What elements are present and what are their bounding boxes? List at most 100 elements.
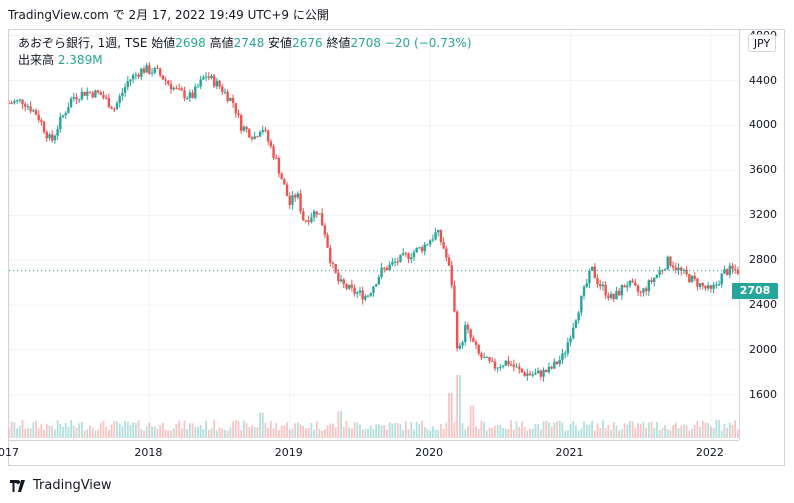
- volume-bar: [172, 428, 175, 438]
- candle-body: [312, 211, 316, 218]
- volume-bar: [356, 422, 359, 438]
- candle-body: [69, 98, 73, 108]
- candle-body: [91, 92, 94, 98]
- volume-bar: [434, 429, 437, 438]
- volume-bar: [45, 423, 48, 438]
- candle-body: [26, 106, 30, 108]
- volume-bar: [118, 423, 121, 438]
- volume-bar: [610, 429, 612, 438]
- candle-body: [650, 280, 653, 282]
- candle-body: [545, 369, 548, 373]
- volume-bar: [485, 430, 488, 438]
- volume-bar: [710, 426, 712, 438]
- volume-bar: [642, 422, 645, 438]
- candle-body: [234, 103, 237, 114]
- candle-body: [423, 244, 426, 252]
- volume-bar: [75, 427, 78, 438]
- candle-body: [455, 311, 459, 349]
- volume-bar: [178, 420, 180, 438]
- price-tick-label: 3600: [749, 163, 777, 177]
- candle-body: [53, 135, 57, 141]
- candle-body: [23, 104, 27, 107]
- price-tick-label: 1600: [749, 388, 777, 402]
- candle-body: [466, 324, 470, 330]
- volume-bar: [429, 430, 432, 438]
- time-tick-label: 2021: [555, 446, 584, 459]
- volume-bar: [494, 425, 496, 438]
- volume-bar: [388, 422, 391, 438]
- volume-bar: [221, 428, 224, 438]
- candle-body: [623, 285, 626, 288]
- volume-bar: [32, 422, 35, 438]
- candle-body: [720, 273, 723, 285]
- volume-bar: [156, 429, 159, 438]
- volume-bar: [199, 425, 202, 438]
- volume-bar: [391, 423, 394, 438]
- candle-body: [666, 256, 669, 270]
- volume-bar: [545, 420, 548, 438]
- candle-body: [458, 345, 462, 349]
- volume-bar: [699, 426, 702, 438]
- candle-body: [528, 373, 532, 375]
- candle-body: [515, 366, 518, 368]
- candle-body: [137, 74, 140, 77]
- candle-body: [296, 193, 300, 198]
- volume-bar: [261, 412, 264, 438]
- volume-bar: [677, 428, 680, 438]
- volume-bar: [253, 426, 256, 438]
- volume-bar: [145, 426, 148, 438]
- legend-volume: 2.389M: [57, 53, 103, 67]
- candle-body: [428, 240, 432, 245]
- volume-bar: [529, 429, 531, 438]
- volume-bar: [629, 421, 631, 438]
- volume-bar: [383, 425, 386, 438]
- candle-body: [242, 126, 246, 131]
- candle-body: [501, 365, 505, 367]
- volume-bar: [572, 420, 575, 438]
- volume-bar: [67, 426, 70, 438]
- candle-body: [121, 92, 124, 97]
- volume-bar: [502, 428, 504, 438]
- volume-bar: [456, 375, 459, 438]
- volume-bar: [194, 427, 197, 438]
- volume-bar: [583, 420, 585, 438]
- chart-plot-area[interactable]: [9, 30, 739, 440]
- price-tick-label: 2800: [749, 253, 777, 267]
- volume-bar: [512, 429, 515, 438]
- legend-symbol: あおぞら銀行, 1週, TSE: [18, 36, 148, 50]
- candle-body: [407, 253, 410, 260]
- volume-bar: [237, 420, 240, 438]
- candle-body: [688, 274, 691, 283]
- candle-body: [223, 91, 227, 93]
- candle-body: [385, 268, 389, 271]
- candle-body: [639, 291, 642, 293]
- candle-body: [229, 97, 232, 101]
- volume-bar: [548, 422, 550, 438]
- candle-body: [83, 91, 86, 96]
- currency-button[interactable]: JPY: [748, 34, 776, 52]
- candle-body: [102, 94, 105, 98]
- price-axis[interactable]: 160020002400280032003600400044004800: [739, 29, 785, 440]
- volume-bar: [472, 405, 475, 438]
- candle-body: [56, 129, 59, 136]
- candle-body: [480, 353, 483, 358]
- volume-bar: [124, 420, 126, 438]
- volume-bar: [37, 428, 40, 438]
- time-axis[interactable]: 2017 2018 2019 2020 2021 2022: [0, 440, 739, 466]
- volume-bar: [615, 425, 618, 438]
- volume-bar: [440, 423, 442, 438]
- candle-body: [612, 293, 615, 300]
- legend-open: 2698: [175, 36, 206, 50]
- candle-body: [347, 284, 351, 289]
- candle-body: [693, 275, 696, 279]
- candle-body: [207, 76, 210, 79]
- candle-body: [366, 295, 370, 297]
- candle-body: [491, 361, 494, 363]
- volume-bar: [99, 422, 102, 438]
- candle-body: [277, 158, 281, 174]
- volume-bar: [593, 430, 596, 438]
- footer-brand[interactable]: TradingView: [10, 478, 112, 493]
- volume-bar: [248, 427, 251, 438]
- candle-body: [469, 329, 472, 338]
- volume-bar: [464, 429, 467, 438]
